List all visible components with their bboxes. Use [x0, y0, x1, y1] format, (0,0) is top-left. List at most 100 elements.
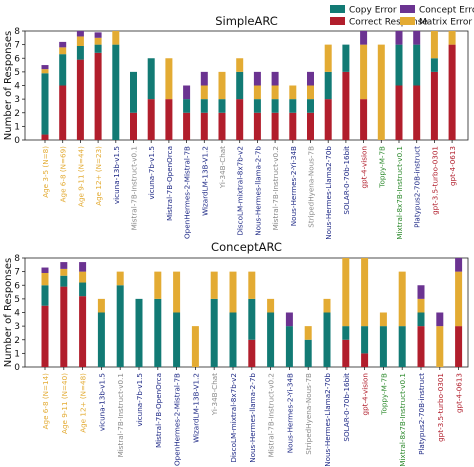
bar-segment-concept-error — [59, 41, 67, 48]
bar-segment-copy-error — [112, 44, 120, 140]
x-tick-label: OpenHermes-2-Mistral-7B — [183, 146, 192, 239]
x-tick-label: Age 9-11 (N=40) — [60, 373, 69, 434]
bar-segment-copy-error — [430, 58, 438, 72]
bar-segment-copy-error — [130, 71, 137, 113]
x-tick-label: Toppy-M-7B — [379, 373, 388, 416]
bar-segment-copy-error — [135, 298, 143, 367]
bar-segment-correct-response — [448, 44, 456, 140]
bar-segment-matrix-error — [97, 298, 105, 313]
x-tick-label: Toppy-M-7B — [377, 146, 386, 189]
x-tick-label: vicuna-13b-v1.5 — [97, 373, 106, 431]
bar-segment-copy-error — [304, 339, 312, 367]
bar-segment-concept-error — [41, 267, 49, 273]
y-axis-label: Number of Responses — [3, 31, 14, 140]
x-tick-label: Age 6-8 (N=14) — [41, 373, 50, 430]
x-tick-label: Nous-Hermes-llama-2-7b — [253, 146, 262, 236]
bar-segment-copy-error — [379, 326, 387, 367]
y-tick-label: 7 — [14, 41, 20, 51]
bar-segment-matrix-error — [430, 31, 438, 59]
x-tick-label: Mistral-7B-Instruct-v0.1 — [116, 373, 125, 457]
bar-segment-copy-error — [41, 285, 49, 306]
bar-segment-matrix-error — [342, 258, 350, 327]
bar-segment-correct-response — [218, 112, 226, 140]
bar-segment-copy-error — [342, 44, 350, 72]
bar-segment-matrix-error — [248, 271, 256, 299]
x-tick-label: StripedHyena-Nous-7B — [304, 373, 313, 455]
bar-segment-matrix-error — [323, 298, 331, 313]
bar-segment-concept-error — [60, 262, 68, 269]
bar-segment-matrix-error — [289, 85, 297, 100]
bar-segment-copy-error — [200, 99, 208, 113]
bar-segment-copy-error — [398, 326, 406, 367]
bar-segment-correct-response — [361, 353, 369, 367]
bar-segment-correct-response — [147, 99, 155, 140]
bar-segment-concept-error — [436, 312, 444, 327]
bar-segment-correct-response — [183, 112, 191, 140]
bar-segment-copy-error — [173, 312, 181, 367]
bar-segment-correct-response — [248, 339, 256, 367]
y-tick-label: 3 — [14, 95, 20, 105]
x-tick-label: Mistral-7B-OpenOrca — [165, 146, 174, 221]
bar-segment-copy-error — [76, 45, 84, 60]
x-tick-label: gpt-3.5-turbo-0301 — [436, 373, 445, 442]
bar-segment-matrix-error — [253, 85, 261, 100]
bar-segment-copy-error — [116, 285, 124, 367]
x-tick-label: gpt-3.5-turbo-0301 — [430, 146, 439, 215]
bar-segment-correct-response — [430, 71, 438, 140]
bar-segment-concept-error — [285, 312, 293, 327]
bar-segment-copy-error — [210, 298, 218, 367]
bar-segment-copy-error — [324, 71, 332, 100]
bar-segment-matrix-error — [377, 44, 385, 140]
x-tick-label: gpt-4-vision — [360, 146, 369, 188]
y-tick-label: 2 — [14, 336, 20, 346]
bar-segment-matrix-error — [307, 85, 314, 100]
bar-segment-correct-response — [395, 85, 403, 140]
bar-segment-matrix-error — [218, 71, 226, 100]
x-tick-label: StripedHyena-Nous-7B — [307, 146, 316, 228]
bar-segment-concept-error — [183, 85, 191, 100]
bar-segment-copy-error — [417, 312, 425, 327]
bar-segment-copy-error — [267, 312, 275, 367]
y-tick-label: 0 — [14, 136, 20, 146]
legend-swatch-concept-error — [400, 5, 415, 13]
bar-segment-correct-response — [360, 99, 368, 140]
x-tick-label: Mistral-7B-Instruct-v0.2 — [267, 373, 276, 457]
x-tick-label: Mixtral-8x7B-Instruct-v0.1 — [398, 373, 407, 467]
bar-segment-matrix-error — [361, 258, 369, 327]
bar-segment-concept-error — [271, 71, 279, 86]
bar-segment-copy-error — [147, 58, 155, 100]
x-tick-label: SOLAR-0-70b-16bit — [342, 373, 351, 442]
bar-segment-matrix-error — [41, 69, 49, 74]
bar-segment-concept-error — [94, 32, 102, 38]
bar-segment-correct-response — [200, 112, 208, 140]
y-tick-label: 7 — [14, 268, 20, 278]
bar-segment-matrix-error — [41, 272, 49, 286]
bar-segment-concept-error — [253, 71, 261, 86]
chart-title: SimpleARC — [215, 14, 278, 28]
x-tick-label: Age 9-11 (N=44) — [76, 146, 85, 207]
legend-label-matrix-error: Matrix Error — [419, 18, 472, 28]
x-tick-label: gpt-4-0613 — [448, 146, 457, 186]
bar-segment-copy-error — [248, 298, 256, 340]
bar-segment-correct-response — [271, 112, 279, 140]
bar-segment-correct-response — [41, 305, 49, 367]
bar-segment-copy-error — [60, 275, 68, 287]
bar-segment-correct-response — [307, 112, 314, 140]
bar-segment-copy-error — [183, 99, 191, 113]
bar-segment-copy-error — [236, 71, 244, 100]
bar-segment-correct-response — [253, 112, 261, 140]
bar-segment-correct-response — [289, 112, 297, 140]
legend-label-copy-error: Copy Error — [349, 6, 397, 16]
bar-segment-correct-response — [79, 296, 87, 367]
bar-segment-matrix-error — [436, 326, 444, 367]
bar-segment-copy-error — [154, 298, 162, 367]
y-tick-label: 6 — [14, 54, 20, 64]
bar-segment-correct-response — [76, 59, 84, 140]
bar-segment-matrix-error — [154, 271, 162, 299]
bar-segment-matrix-error — [173, 271, 181, 313]
x-tick-label: Nous-Hermes-2-Yi-34B — [285, 373, 294, 453]
bar-segment-matrix-error — [79, 271, 87, 283]
bar-segment-copy-error — [361, 326, 369, 354]
